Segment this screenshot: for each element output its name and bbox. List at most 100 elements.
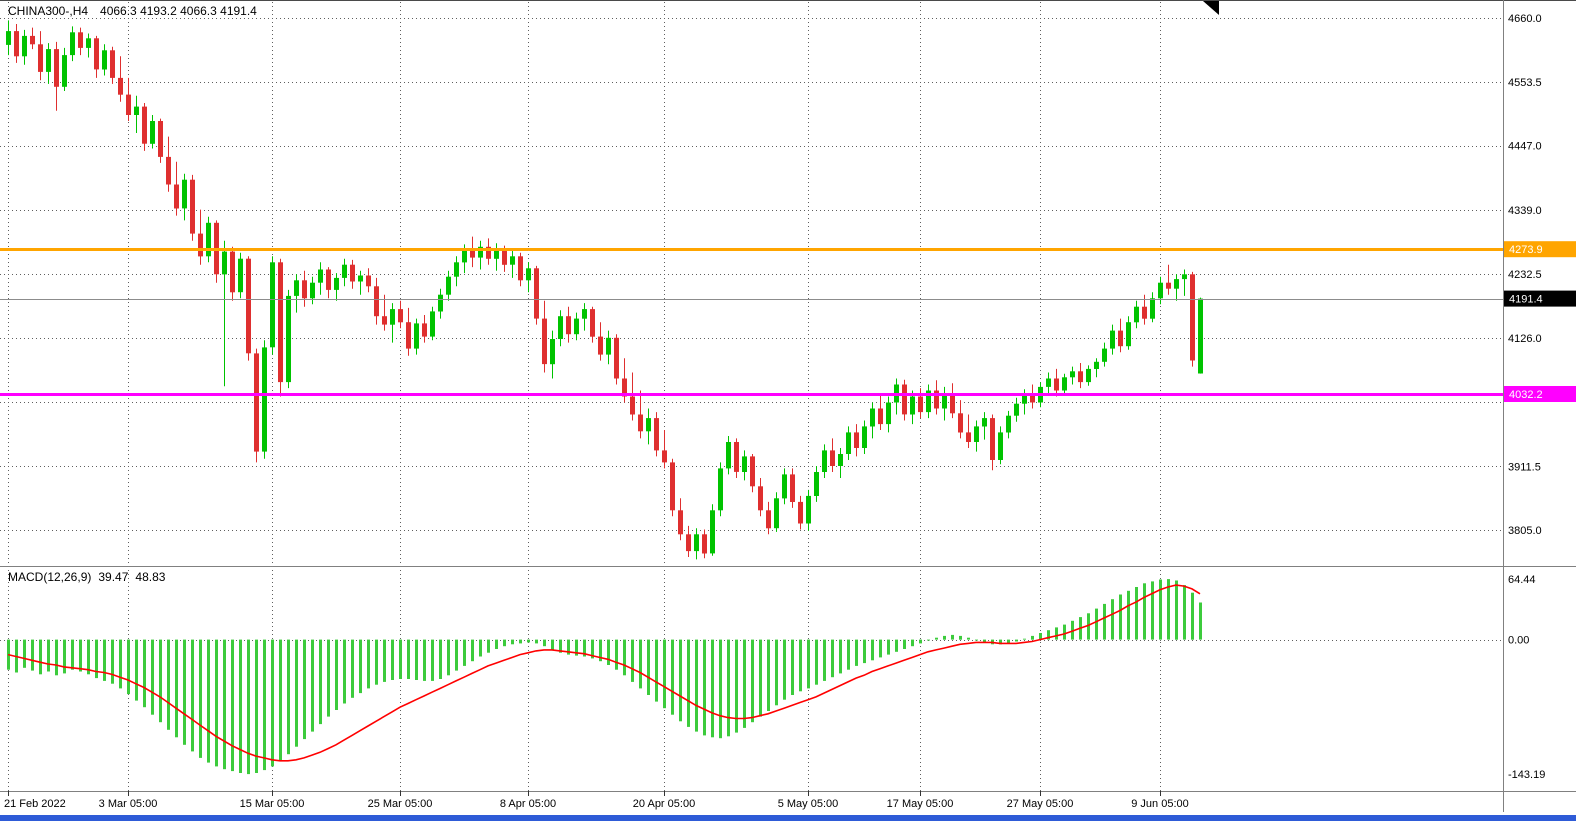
macd-histogram-bar bbox=[983, 639, 986, 643]
candle-bear bbox=[518, 256, 523, 281]
macd-histogram-bar bbox=[855, 639, 858, 666]
macd-histogram-bar bbox=[1135, 587, 1138, 640]
candle-bull bbox=[22, 35, 27, 57]
candle-bear bbox=[246, 258, 251, 354]
macd-histogram-bar bbox=[311, 639, 314, 732]
macd-signal-line bbox=[7, 584, 1201, 762]
macd-histogram-bar bbox=[1055, 627, 1058, 640]
macd-histogram-bar bbox=[103, 639, 106, 681]
candle-bear bbox=[126, 94, 131, 115]
macd-histogram-bar bbox=[423, 639, 426, 681]
candle-bear bbox=[190, 179, 195, 234]
candle-bear bbox=[350, 264, 355, 282]
candle-bear bbox=[54, 49, 59, 87]
macd-histogram-bar bbox=[943, 635, 946, 640]
macd-histogram-bar bbox=[591, 639, 594, 659]
macd-histogram-bar bbox=[847, 639, 850, 670]
macd-histogram-bar bbox=[1095, 608, 1098, 640]
macd-histogram-bar bbox=[327, 639, 330, 717]
candle-bull bbox=[206, 222, 211, 257]
macd-histogram-bar bbox=[831, 639, 834, 678]
macd-histogram-bar bbox=[535, 639, 538, 644]
candle-bear bbox=[118, 77, 123, 95]
support-hline-badge-label: 4032.2 bbox=[1509, 389, 1543, 401]
candle-bear bbox=[486, 246, 491, 259]
macd-histogram-bar bbox=[679, 639, 682, 722]
candle-bull bbox=[294, 280, 299, 296]
macd-histogram-bar bbox=[751, 639, 754, 723]
candle-bull bbox=[1134, 306, 1139, 323]
candle-bear bbox=[158, 121, 163, 157]
candle-bull bbox=[574, 318, 579, 335]
macd-histogram-bar bbox=[95, 639, 98, 679]
date-tick-label: 9 Jun 05:00 bbox=[1131, 798, 1189, 810]
candle-bear bbox=[302, 280, 307, 299]
candle-bear bbox=[614, 337, 619, 379]
macd-histogram-bar bbox=[559, 639, 562, 653]
candle-bull bbox=[70, 32, 75, 56]
candle-bull bbox=[1174, 279, 1179, 289]
macd-histogram-bar bbox=[1183, 585, 1186, 640]
chart-shift-marker-icon bbox=[1203, 1, 1219, 15]
date-tick-label: 17 May 05:00 bbox=[887, 798, 954, 810]
macd-histogram-bar bbox=[1151, 581, 1154, 640]
date-tick-label: 27 May 05:00 bbox=[1007, 798, 1074, 810]
price-tick-label: 4232.5 bbox=[1508, 269, 1542, 281]
candle-bull bbox=[782, 474, 787, 499]
candle-bull bbox=[870, 408, 875, 427]
candle-bull bbox=[974, 426, 979, 442]
macd-tick-label: 0.00 bbox=[1508, 635, 1529, 647]
candle-bear bbox=[254, 353, 259, 452]
macd-histogram-bar bbox=[287, 639, 290, 755]
candle-bull bbox=[1110, 330, 1115, 349]
candle-bear bbox=[166, 156, 171, 185]
candle-bear bbox=[142, 106, 147, 144]
macd-histogram-bar bbox=[967, 637, 970, 640]
candle-bear bbox=[630, 396, 635, 415]
candle-bull bbox=[910, 396, 915, 415]
macd-histogram-bar bbox=[711, 639, 714, 738]
candle-bull bbox=[102, 50, 107, 70]
macd-histogram-bar bbox=[567, 639, 570, 655]
macd-histogram-bar bbox=[583, 639, 586, 657]
candle-bear bbox=[374, 286, 379, 317]
candle-bull bbox=[1126, 322, 1131, 347]
macd-histogram-bar bbox=[719, 639, 722, 739]
macd-histogram-bar bbox=[1175, 580, 1178, 640]
macd-histogram-bar bbox=[879, 639, 882, 658]
candle-bull bbox=[1182, 274, 1187, 280]
candle-bull bbox=[454, 262, 459, 277]
candle-bull bbox=[1158, 282, 1163, 299]
date-tick-label: 20 Apr 05:00 bbox=[633, 798, 695, 810]
candle-bear bbox=[30, 35, 35, 45]
candle-bear bbox=[702, 534, 707, 554]
macd-histogram-bar bbox=[183, 639, 186, 745]
macd-histogram-bar bbox=[263, 639, 266, 771]
macd-histogram-bar bbox=[735, 639, 738, 733]
candle-bull bbox=[182, 179, 187, 209]
macd-tick-label: -143.19 bbox=[1508, 769, 1545, 781]
candle-bear bbox=[950, 394, 955, 414]
candle-bull bbox=[862, 426, 867, 448]
macd-histogram-bar bbox=[615, 639, 618, 670]
candle-bear bbox=[502, 250, 507, 265]
candle-bear bbox=[798, 501, 803, 524]
candle-bear bbox=[1190, 274, 1195, 361]
candle-bear bbox=[1142, 306, 1147, 319]
candle-bull bbox=[86, 38, 91, 48]
macd-histogram-bar bbox=[55, 639, 58, 676]
macd-histogram-bar bbox=[695, 639, 698, 732]
candle-bull bbox=[1046, 378, 1051, 387]
macd-histogram-bar bbox=[295, 639, 298, 747]
macd-histogram-bar bbox=[31, 639, 34, 671]
candle-bear bbox=[918, 396, 923, 413]
candle-bull bbox=[646, 418, 651, 432]
candle-bear bbox=[966, 432, 971, 442]
macd-histogram-bar bbox=[503, 639, 506, 647]
price-tick-label: 4553.5 bbox=[1508, 77, 1542, 89]
candle-bear bbox=[406, 322, 411, 349]
macd-histogram-bar bbox=[647, 639, 650, 695]
macd-histogram-bar bbox=[111, 639, 114, 684]
